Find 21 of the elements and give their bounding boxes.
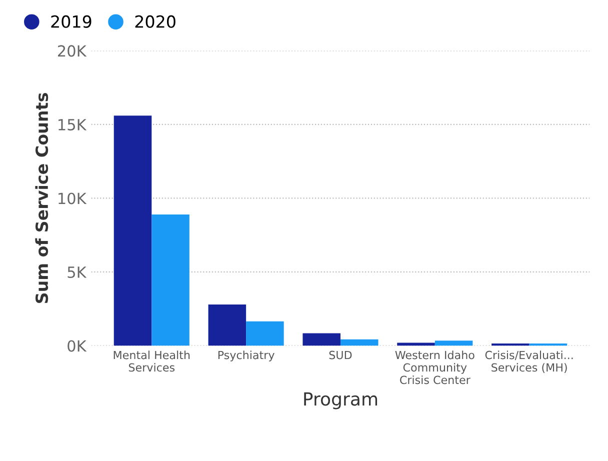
y-tick-label: 10K: [58, 192, 87, 204]
x-tick-label: Western Idaho Community Crisis Center: [395, 350, 474, 384]
bar: [114, 116, 152, 346]
bar: [340, 339, 378, 346]
x-axis-title: Program: [304, 392, 378, 410]
y-tick-label: 0K: [68, 340, 87, 352]
bar: [434, 340, 473, 346]
x-tick-label: Psychiatry: [218, 350, 274, 362]
y-tick-label: 5K: [68, 266, 87, 278]
y-tick-label: 15K: [58, 119, 87, 130]
bar: [246, 321, 284, 346]
bar: [152, 214, 190, 346]
x-tick-label: SUD: [329, 350, 352, 360]
y-axis-title: Sum of Service Counts: [35, 93, 48, 303]
x-tick-label: Mental Health Services: [114, 350, 190, 372]
y-tick-label: 20K: [58, 45, 87, 57]
legend-label: 2019: [51, 15, 92, 28]
bar: [302, 333, 340, 346]
legend-label: 2020: [135, 15, 176, 28]
x-tick-label: Crisis/Evaluati... Services (MH): [485, 350, 573, 373]
bar: [208, 304, 246, 346]
